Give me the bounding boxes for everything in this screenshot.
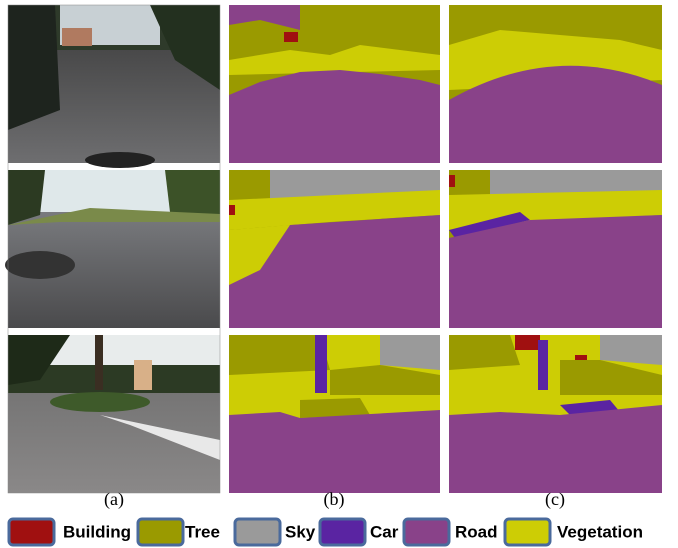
figure: (a) (b) (c) Building Tree Sky Car Road Vegeta… xyxy=(0,0,678,548)
segmentation-c-3 xyxy=(449,335,662,493)
legend-swatch xyxy=(404,519,449,545)
legend-swatch xyxy=(235,519,280,545)
segmentation-b-2 xyxy=(229,170,440,328)
panel-label: (a) xyxy=(104,489,124,510)
legend-swatch xyxy=(138,519,183,545)
segmentation-c-2 xyxy=(449,170,662,328)
legend: Building Tree Sky Car Road Vegetation xyxy=(9,519,643,545)
legend-label: Road xyxy=(455,522,498,541)
segmentation-b-3 xyxy=(229,335,440,493)
legend-label: Sky xyxy=(285,522,316,541)
legend-swatch xyxy=(505,519,550,545)
legend-swatch xyxy=(320,519,365,545)
photo-row-3 xyxy=(8,335,220,493)
legend-label: Building xyxy=(63,522,131,541)
photo-row-1 xyxy=(8,5,220,168)
legend-swatch xyxy=(9,519,54,545)
segmentation-b-1 xyxy=(229,5,440,163)
panel-label: (b) xyxy=(324,489,345,510)
legend-label: Car xyxy=(370,522,399,541)
segmentation-c-1 xyxy=(449,5,662,163)
photo-row-2 xyxy=(5,170,220,328)
legend-label: Tree xyxy=(185,522,220,541)
panel-label: (c) xyxy=(545,489,565,510)
legend-label: Vegetation xyxy=(557,522,643,541)
